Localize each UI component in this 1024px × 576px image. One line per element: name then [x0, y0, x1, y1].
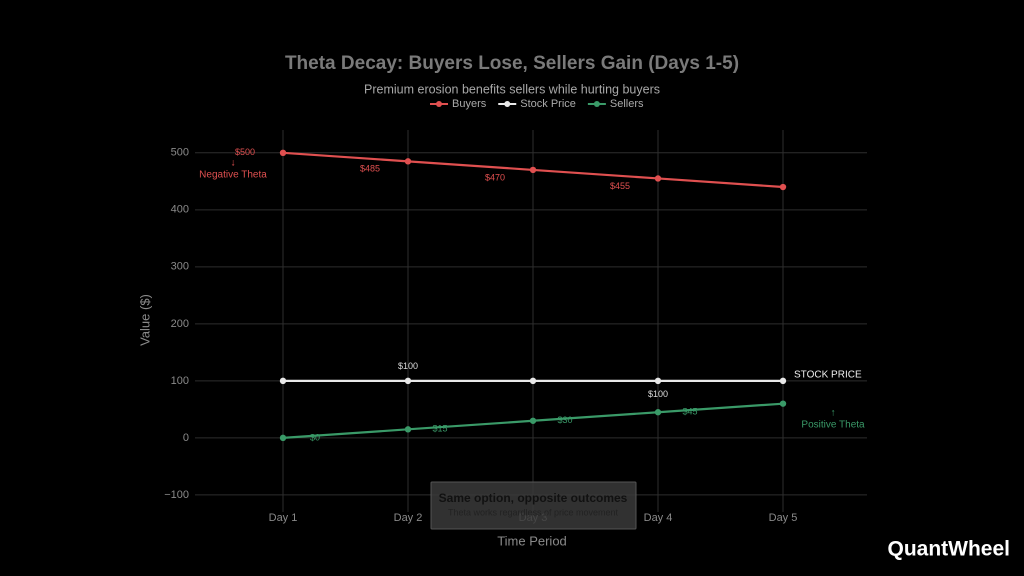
y-tick-label: 100 [171, 375, 189, 387]
data-point [404, 158, 412, 165]
y-tick-label: 200 [171, 318, 189, 330]
x-axis-label: Time Period [497, 533, 567, 548]
annotation: STOCK PRICE [794, 370, 862, 381]
data-label: $15 [432, 424, 447, 434]
callout-subtitle: Theta works regardless of price movement [448, 507, 619, 517]
data-label: $30 [557, 415, 572, 425]
data-point [279, 434, 287, 442]
data-label: $455 [610, 181, 630, 191]
data-label: $485 [360, 164, 380, 174]
data-point [779, 183, 787, 191]
data-point [654, 175, 662, 182]
data-point [279, 377, 287, 385]
chart-subtitle: Premium erosion benefits sellers while h… [364, 82, 660, 96]
annotation: Positive Theta [801, 420, 865, 431]
y-tick-label: 0 [183, 432, 189, 444]
data-point [654, 377, 662, 385]
legend-marker [504, 101, 511, 107]
data-label: $500 [235, 147, 255, 157]
data-label: $100 [398, 361, 418, 371]
x-tick-label: Day 5 [769, 512, 798, 524]
data-point [529, 377, 537, 385]
data-point [404, 377, 412, 385]
legend-label: Stock Price [520, 98, 576, 110]
callout-title: Same option, opposite outcomes [439, 491, 628, 505]
legend-marker [436, 101, 442, 107]
y-tick-label: 400 [171, 204, 189, 216]
data-point [529, 166, 537, 174]
y-tick-label: 300 [171, 261, 189, 273]
annotation: Negative Theta [199, 170, 267, 181]
annotation-arrow: ↓ [231, 158, 236, 169]
legend-label: Buyers [452, 98, 487, 110]
y-tick-label: 500 [171, 147, 189, 159]
x-tick-label: Day 4 [644, 512, 673, 524]
annotation-arrow: ↑ [831, 408, 836, 419]
legend-marker [593, 101, 600, 107]
data-label: $45 [682, 407, 697, 417]
x-tick-label: Day 2 [394, 512, 423, 524]
x-tick-label: Day 1 [269, 512, 298, 524]
data-label: $0 [310, 432, 320, 442]
data-point [279, 149, 287, 157]
y-tick-label: −100 [164, 489, 189, 501]
data-label: $100 [648, 389, 668, 399]
chart-title: Theta Decay: Buyers Lose, Sellers Gain (… [285, 53, 739, 74]
data-point [654, 409, 662, 416]
data-point [529, 417, 537, 424]
legend-label: Sellers [610, 98, 644, 110]
callout-box [430, 481, 637, 530]
data-label: $470 [485, 172, 505, 182]
data-point [404, 426, 412, 433]
y-axis-label: Value ($) [137, 294, 152, 346]
data-point [779, 400, 787, 407]
brand-logo: QuantWheel [887, 538, 1010, 561]
data-point [779, 377, 787, 385]
